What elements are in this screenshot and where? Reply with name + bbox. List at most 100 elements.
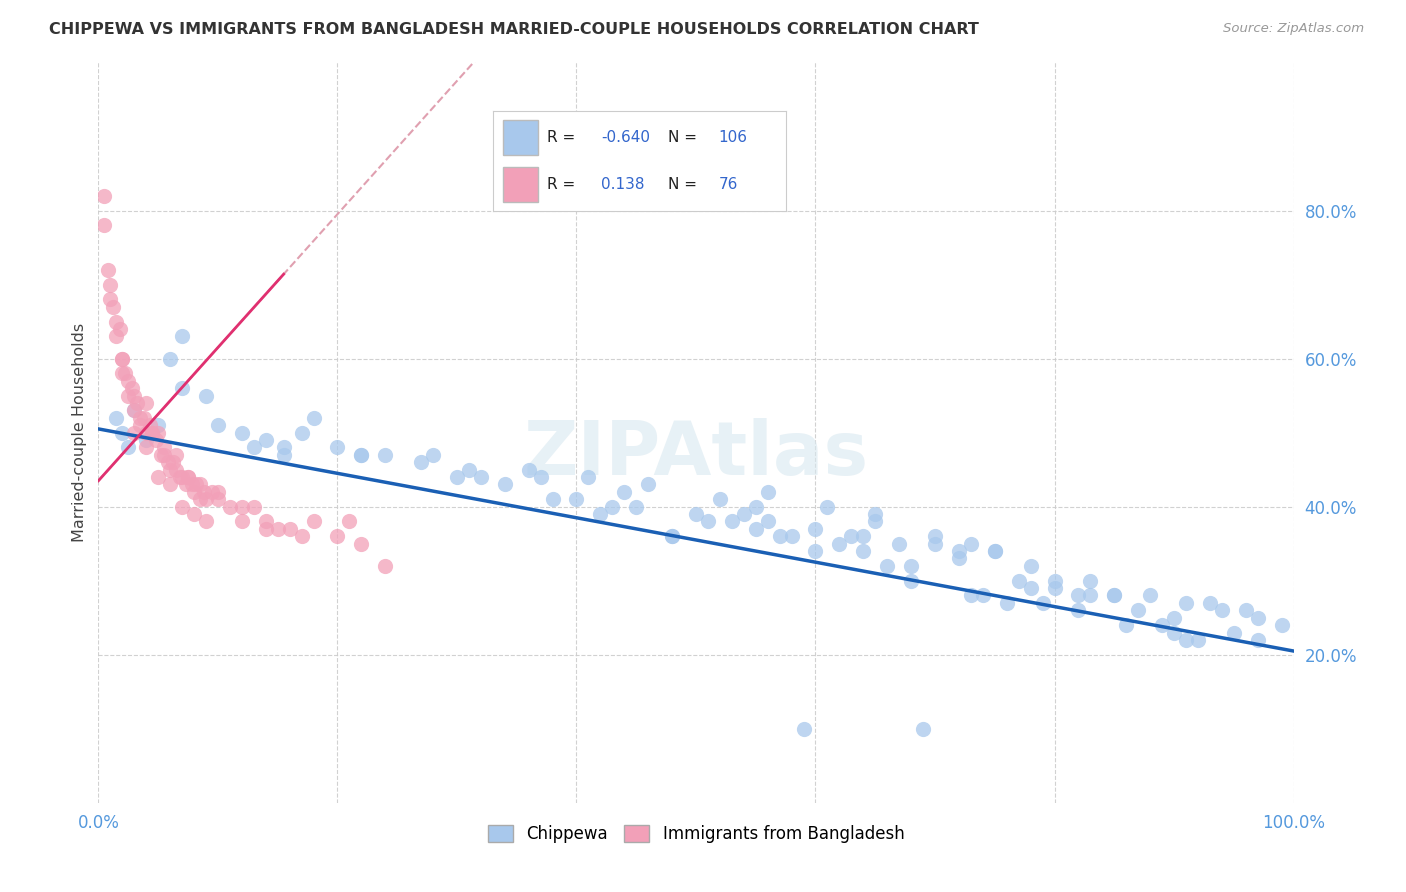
Point [135,433,157,447]
Point [685,507,707,521]
Point [105,314,128,328]
Point [177,470,200,484]
Point [273,448,295,462]
Point [374,448,396,462]
Point [374,558,396,573]
Point [745,522,768,536]
Point [243,500,266,514]
Point [1199,596,1222,610]
Point [135,425,157,440]
Point [350,448,373,462]
Point [948,551,970,566]
Point [745,500,768,514]
Point [108,322,131,336]
Point [148,470,170,484]
Point [156,455,179,469]
Point [129,418,152,433]
Point [291,425,314,440]
Point [865,515,887,529]
Point [350,536,373,550]
Point [129,410,152,425]
Point [93,219,115,233]
Point [117,388,139,402]
Point [278,522,301,536]
Point [911,722,934,736]
Point [165,462,187,476]
Point [1152,618,1174,632]
Point [470,470,492,484]
Point [180,477,202,491]
Point [948,544,970,558]
Point [177,470,200,484]
Point [1043,574,1066,588]
Point [960,536,983,550]
Point [1211,603,1233,617]
Point [291,529,314,543]
Point [231,425,253,440]
Point [93,188,115,202]
Point [254,433,277,447]
Point [972,589,994,603]
Point [124,403,146,417]
Point [172,381,194,395]
Point [149,448,172,462]
Point [97,262,120,277]
Point [135,441,157,455]
Point [1139,589,1161,603]
Point [995,596,1018,610]
Point [1043,581,1066,595]
Point [267,522,290,536]
Point [768,529,790,543]
Point [207,484,229,499]
Point [188,492,211,507]
Point [815,500,838,514]
Point [219,500,242,514]
Point [565,492,588,507]
Point [254,515,277,529]
Point [626,500,648,514]
Point [195,492,218,507]
Point [124,388,146,402]
Point [1080,589,1102,603]
Point [1104,589,1126,603]
Point [186,477,208,491]
Point [98,293,122,307]
Point [852,544,875,558]
Point [195,515,218,529]
Point [900,558,922,573]
Point [756,515,779,529]
Point [602,500,624,514]
Point [124,425,146,440]
Point [172,500,194,514]
Point [1128,603,1150,617]
Point [1175,632,1198,647]
Point [924,529,946,543]
Point [841,529,863,543]
Point [172,470,194,484]
Point [183,484,205,499]
Point [111,425,134,440]
Point [148,425,170,440]
Point [273,441,295,455]
Point [98,277,122,292]
Point [207,492,229,507]
Point [135,396,157,410]
Point [541,492,564,507]
Point [326,529,349,543]
Point [339,515,361,529]
Point [661,529,683,543]
Point [254,522,277,536]
Point [105,329,128,343]
Point [709,492,731,507]
Point [111,367,134,381]
Point [1187,632,1209,647]
Point [302,515,325,529]
Point [960,589,983,603]
Point [101,300,124,314]
Point [517,462,540,476]
Point [145,433,167,447]
Point [1247,632,1270,647]
Point [162,455,184,469]
Point [804,522,827,536]
Point [125,396,148,410]
